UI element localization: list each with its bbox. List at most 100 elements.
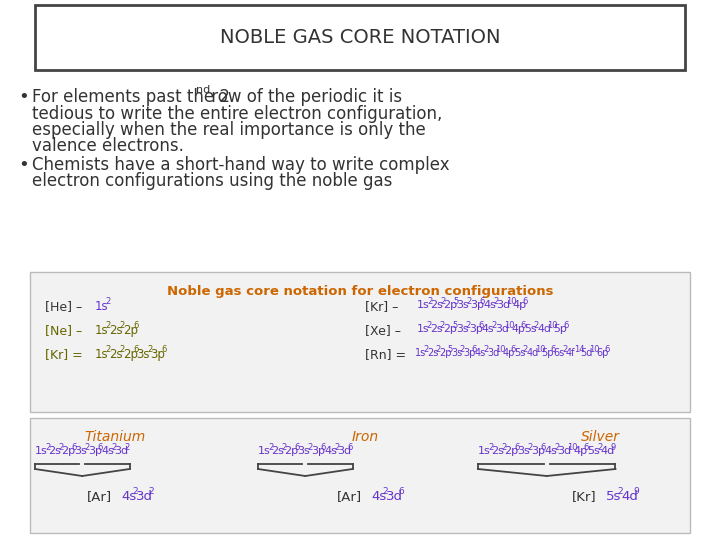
Text: valence electrons.: valence electrons.	[32, 137, 184, 155]
Text: 3p: 3p	[150, 348, 165, 361]
Text: 1s: 1s	[95, 300, 109, 313]
Text: 2: 2	[334, 443, 339, 452]
Text: 2: 2	[493, 297, 498, 306]
Text: 4s: 4s	[371, 490, 386, 503]
Text: 2: 2	[147, 345, 153, 354]
Text: 3d: 3d	[557, 446, 572, 456]
Text: 1s: 1s	[258, 446, 271, 456]
Text: 3s: 3s	[75, 446, 87, 456]
Text: 3p: 3p	[531, 446, 545, 456]
Text: 2: 2	[562, 345, 567, 354]
Text: 2: 2	[523, 345, 528, 354]
Text: 2s: 2s	[491, 446, 504, 456]
Text: 2: 2	[58, 443, 63, 452]
Text: •: •	[18, 156, 29, 174]
Text: 2: 2	[106, 345, 111, 354]
Text: 4p: 4p	[502, 348, 515, 358]
Text: 2: 2	[466, 321, 471, 330]
Text: 14: 14	[574, 345, 585, 354]
Text: 6: 6	[514, 443, 520, 452]
Text: 5d: 5d	[580, 348, 593, 358]
Text: 6: 6	[521, 321, 526, 330]
Text: 4d: 4d	[526, 348, 539, 358]
Text: 4s: 4s	[544, 446, 557, 456]
Text: [Κr] =: [Κr] =	[45, 348, 83, 361]
Text: 6: 6	[398, 487, 404, 496]
Text: 10: 10	[505, 321, 515, 330]
Text: 6: 6	[563, 321, 568, 330]
Bar	[30, 418, 690, 533]
Text: 2: 2	[436, 345, 441, 354]
Text: 2p: 2p	[505, 446, 518, 456]
Text: 2: 2	[534, 321, 539, 330]
Text: 4s: 4s	[475, 348, 486, 358]
Text: [He] –: [He] –	[45, 300, 82, 313]
Text: NOBLE GAS CORE NOTATION: NOBLE GAS CORE NOTATION	[220, 28, 500, 47]
Text: For elements past the 2: For elements past the 2	[32, 88, 230, 106]
Text: 2s: 2s	[271, 446, 284, 456]
Text: 4s: 4s	[101, 446, 114, 456]
Text: 3s: 3s	[518, 446, 531, 456]
Text: 2p: 2p	[61, 446, 76, 456]
Text: Noble gas core notation for electron configurations: Noble gas core notation for electron con…	[167, 285, 553, 298]
Text: 6: 6	[511, 345, 516, 354]
Text: Silver: Silver	[580, 430, 619, 444]
Text: 2p: 2p	[444, 300, 458, 310]
Text: 4s: 4s	[483, 300, 496, 310]
Text: 2: 2	[467, 297, 472, 306]
Text: 2: 2	[440, 321, 445, 330]
Text: 2: 2	[427, 297, 432, 306]
Text: 3s: 3s	[456, 300, 469, 310]
Text: tedious to write the entire electron configuration,: tedious to write the entire electron con…	[32, 105, 442, 123]
Text: 2: 2	[132, 487, 138, 496]
Text: 6: 6	[479, 321, 484, 330]
Text: 2: 2	[492, 321, 497, 330]
Text: 5p: 5p	[554, 324, 567, 334]
Text: especially when the real importance is only the: especially when the real importance is o…	[32, 121, 426, 139]
Text: 6: 6	[605, 345, 610, 354]
Text: 4s: 4s	[324, 446, 337, 456]
Text: 5: 5	[453, 321, 458, 330]
Text: [Rn] =: [Rn] =	[365, 348, 406, 361]
Text: 2: 2	[597, 443, 602, 452]
Text: 2s: 2s	[109, 348, 122, 361]
Text: 2: 2	[484, 345, 489, 354]
Text: 2: 2	[459, 345, 465, 354]
Text: 2p: 2p	[122, 324, 138, 337]
Text: 3d: 3d	[136, 490, 153, 503]
Text: 9: 9	[633, 487, 639, 496]
Text: 3p: 3p	[470, 300, 484, 310]
Text: 4d: 4d	[621, 490, 638, 503]
Text: 3p: 3p	[311, 446, 325, 456]
Text: 3d: 3d	[114, 446, 128, 456]
Text: 6: 6	[472, 345, 477, 354]
Text: Chemists have a short-hand way to write complex: Chemists have a short-hand way to write …	[32, 156, 449, 174]
Text: 2p: 2p	[122, 348, 138, 361]
Text: 4f: 4f	[565, 348, 575, 358]
Text: 10: 10	[506, 297, 517, 306]
Text: 2: 2	[268, 443, 273, 452]
Text: 3d: 3d	[487, 348, 499, 358]
Text: 10: 10	[535, 345, 545, 354]
Text: [Ar]: [Ar]	[87, 490, 112, 503]
Text: 2s: 2s	[431, 300, 443, 310]
Text: 6: 6	[294, 443, 300, 452]
Text: 2s: 2s	[48, 446, 61, 456]
Text: 5: 5	[454, 297, 459, 306]
Text: 1s: 1s	[478, 446, 491, 456]
Text: 2: 2	[281, 443, 287, 452]
Text: 6: 6	[523, 297, 528, 306]
Text: 3d: 3d	[387, 490, 403, 503]
Text: 5s: 5s	[587, 446, 600, 456]
Text: •: •	[18, 88, 29, 106]
Text: 2: 2	[125, 443, 130, 452]
Text: 2: 2	[488, 443, 493, 452]
Text: 2s: 2s	[427, 348, 438, 358]
Text: row of the periodic it is: row of the periodic it is	[206, 88, 402, 106]
Text: 2p: 2p	[439, 348, 451, 358]
Text: 3s: 3s	[297, 446, 310, 456]
Text: 2: 2	[45, 443, 50, 452]
Text: 2p: 2p	[443, 324, 456, 334]
Text: [Kr]: [Kr]	[572, 490, 597, 503]
Text: 6: 6	[550, 345, 555, 354]
